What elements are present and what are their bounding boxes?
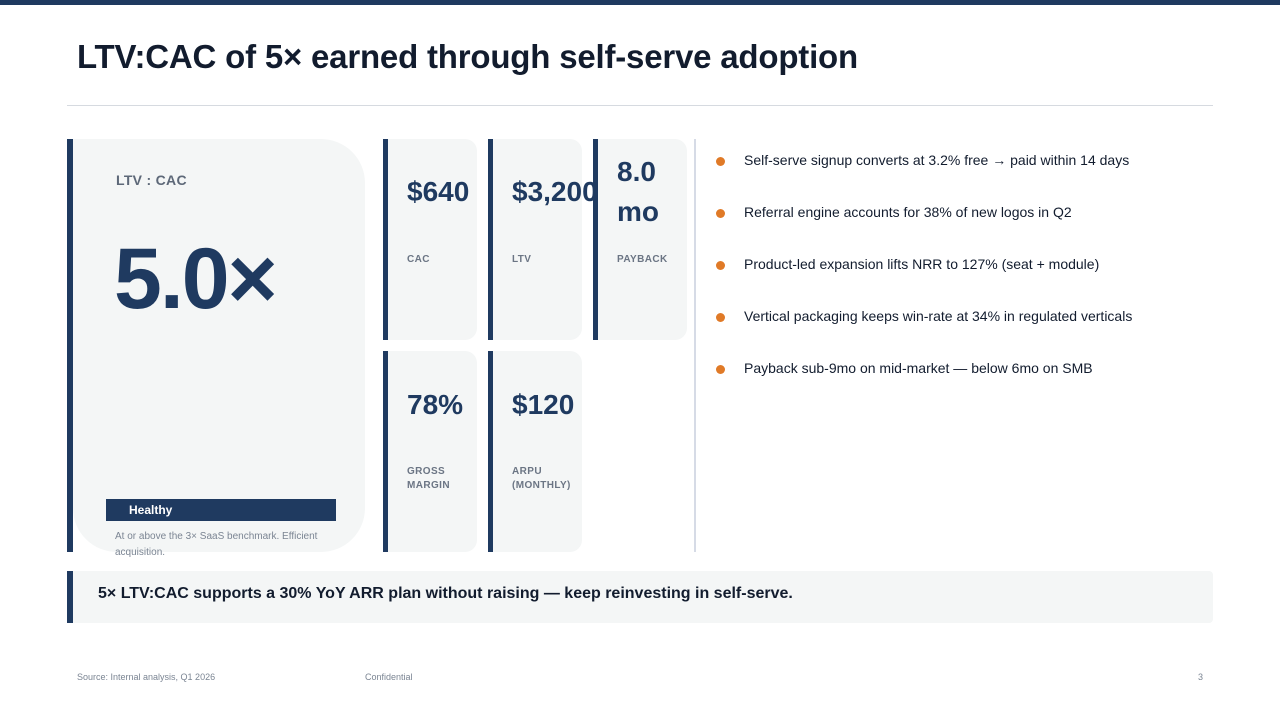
list-item: Payback sub-9mo on mid-market — below 6m… [716, 358, 1216, 410]
hero-label: LTV : CAC [116, 172, 187, 188]
kpi-value: 78% [407, 389, 464, 420]
kpi-accent-bar [593, 139, 598, 340]
list-item: Vertical packaging keeps win-rate at 34%… [716, 306, 1216, 358]
kpi-accent-bar [488, 351, 493, 552]
kpi-tile-payback: 8.0 mo PAYBACK [593, 139, 687, 340]
hero-value: 5.0× [114, 231, 278, 327]
page-number: 3 [1197, 672, 1203, 682]
bullet-dot-icon [716, 209, 725, 218]
kpi-label: LTV [512, 254, 532, 265]
list-item-text: Vertical packaging keeps win-rate at 34%… [744, 308, 1133, 324]
list-item-text: Referral engine accounts for 38% of new … [744, 204, 1072, 220]
bullet-dot-icon [716, 313, 725, 322]
bullet-dot-icon [716, 261, 725, 270]
hero-accent-bar [67, 139, 73, 552]
takeaway-callout: 5× LTV:CAC supports a 30% YoY ARR plan w… [67, 571, 1213, 623]
column-divider [694, 139, 696, 552]
footer-source: Source: Internal analysis, Q1 2026 [77, 672, 216, 682]
list-item: Referral engine accounts for 38% of new … [716, 202, 1216, 254]
insight-list: Self-serve signup converts at 3.2% free … [716, 150, 1216, 410]
title-divider [67, 105, 1213, 106]
hero-card [73, 139, 365, 552]
kpi-tile-cac: $640 CAC [383, 139, 477, 340]
callout-text: 5× LTV:CAC supports a 30% YoY ARR plan w… [98, 585, 793, 602]
hero-note: At or above the 3× SaaS benchmark. Effic… [115, 531, 318, 558]
kpi-accent-bar [383, 139, 388, 340]
kpi-label: GROSS MARGIN [407, 466, 450, 491]
bullet-dot-icon [716, 365, 725, 374]
kpi-tile-gross-margin: 78% GROSS MARGIN [383, 351, 477, 552]
kpi-accent-bar [383, 351, 388, 552]
kpi-label: CAC [407, 254, 430, 265]
slide-title: LTV:CAC of 5× earned through self-serve … [77, 38, 858, 75]
kpi-tile-arpu: $120 ARPU (MONTHLY) [488, 351, 582, 552]
status-badge: Healthy [106, 499, 336, 521]
list-item: Self-serve signup converts at 3.2% free … [716, 150, 1216, 202]
list-item-text: Product-led expansion lifts NRR to 127% … [744, 256, 1100, 272]
kpi-tile-ltv: $3,200 LTV [488, 139, 598, 340]
kpi-accent-bar [488, 139, 493, 340]
list-item-text: Payback sub-9mo on mid-market — below 6m… [744, 360, 1093, 376]
kpi-value: $3,200 [512, 176, 598, 207]
kpi-label: PAYBACK [617, 254, 668, 265]
bullet-dot-icon [716, 157, 725, 166]
kpi-value: $120 [512, 389, 575, 420]
footer-confidential: Confidential [365, 672, 413, 682]
list-item: Product-led expansion lifts NRR to 127% … [716, 254, 1216, 306]
callout-accent-bar [67, 571, 73, 623]
kpi-label: ARPU (MONTHLY) [512, 466, 571, 491]
kpi-value: $640 [407, 176, 470, 207]
list-item-text: Self-serve signup converts at 3.2% free … [744, 152, 1130, 168]
top-accent-bar [0, 0, 1280, 5]
kpi-value: 8.0 mo [617, 156, 659, 227]
